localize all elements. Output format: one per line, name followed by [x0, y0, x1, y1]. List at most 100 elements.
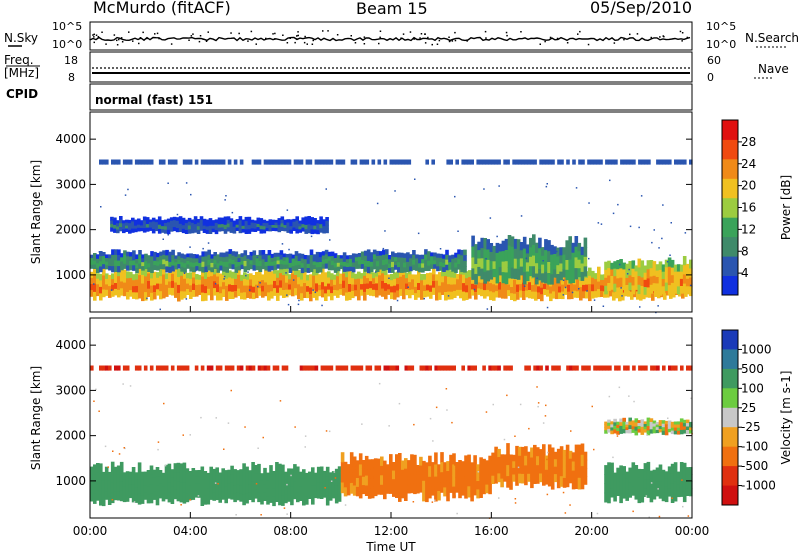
power-cell [117, 249, 121, 256]
velocity-cell [655, 488, 660, 497]
velocity-cell [337, 483, 342, 494]
power-cell [140, 220, 144, 224]
power-cell [93, 253, 97, 258]
velocity-cell [248, 470, 252, 479]
velocity-cell [664, 471, 669, 480]
power-cell [206, 159, 211, 165]
power-cell [216, 268, 220, 278]
velocity-noise-point [645, 495, 648, 497]
power-cell [163, 223, 168, 227]
nsearch-point [170, 43, 173, 45]
velocity-cell [685, 426, 690, 431]
power-cell [307, 220, 311, 225]
velocity-cell [464, 476, 468, 488]
velocity-cell [452, 453, 456, 465]
power-cell [423, 285, 427, 292]
power-cell [231, 260, 236, 265]
power-cell [421, 267, 425, 273]
velocity-cell [488, 474, 492, 485]
power-cell [453, 290, 457, 298]
power-cell [211, 223, 216, 227]
power-cell [301, 217, 305, 222]
power-cell [298, 226, 302, 230]
power-cell [156, 265, 160, 271]
power-cell [387, 289, 391, 295]
power-colorbar-swatch [722, 197, 738, 218]
velocity-cell [556, 468, 561, 479]
power-cell [192, 277, 196, 285]
power-cell [658, 269, 663, 279]
power-noise-point [536, 277, 538, 279]
power-cell [114, 254, 118, 261]
power-noise-point [414, 178, 416, 180]
power-cell [629, 159, 633, 165]
velocity-cell [152, 484, 157, 493]
velocity-colorbar-tick-label: -25 [741, 420, 761, 434]
power-cell [93, 283, 97, 293]
velocity-cell [170, 469, 175, 479]
power-cell [217, 220, 222, 225]
velocity-cell [568, 450, 573, 460]
power-cell [498, 282, 502, 291]
nsearch-point [327, 30, 329, 32]
velocity-cell [206, 365, 211, 371]
velocity-panel [90, 365, 693, 519]
power-cell [630, 291, 634, 300]
power-cell [96, 267, 100, 273]
velocity-cell [308, 491, 312, 499]
power-noise-point [666, 261, 669, 263]
velocity-cell [632, 365, 636, 371]
power-cell [111, 159, 115, 165]
power-cell [177, 269, 181, 278]
power-cell [132, 255, 136, 261]
power-cell [232, 226, 237, 231]
power-cell [295, 220, 299, 226]
power-cell [357, 292, 361, 301]
power-cell [294, 251, 299, 257]
power-cell [220, 224, 225, 228]
power-cell [357, 264, 362, 269]
velocity-cell [176, 472, 181, 483]
power-cell [119, 219, 123, 224]
power-cell [184, 230, 189, 234]
velocity-cell [670, 473, 675, 484]
velocity-cell [679, 429, 684, 435]
power-cell [111, 249, 115, 256]
power-cell [588, 284, 592, 293]
power-cell [403, 253, 407, 259]
power-cell [286, 229, 290, 233]
power-cell [273, 265, 278, 270]
power-cell [324, 263, 329, 269]
power-cell [144, 253, 148, 258]
power-cell [668, 159, 672, 165]
power-cell [454, 257, 458, 264]
power-cell [510, 293, 514, 300]
velocity-cell [263, 476, 267, 485]
power-cell [270, 257, 275, 263]
nsearch-point [466, 40, 468, 42]
velocity-noise-point [633, 400, 635, 403]
power-cell [177, 292, 181, 302]
power-cell [239, 159, 244, 165]
power-noise-point [564, 286, 567, 289]
velocity-cell [386, 486, 390, 494]
power-cell [460, 249, 464, 256]
velocity-cell [236, 470, 240, 479]
power-cell [265, 228, 270, 232]
power-cell [393, 272, 397, 280]
power-cell [184, 219, 189, 224]
power-cell [537, 280, 541, 287]
velocity-cell [398, 453, 402, 466]
nsearch-point [274, 38, 276, 40]
power-cell [178, 220, 183, 225]
velocity-cell [422, 480, 426, 492]
velocity-cell [689, 481, 693, 490]
velocity-cell [503, 461, 507, 469]
velocity-cell [179, 482, 184, 493]
power-cell [195, 279, 199, 286]
power-cell [140, 225, 144, 229]
velocity-cell [209, 491, 213, 500]
power-noise-point [417, 232, 420, 235]
power-cell [174, 255, 178, 260]
velocity-cell [122, 472, 127, 481]
